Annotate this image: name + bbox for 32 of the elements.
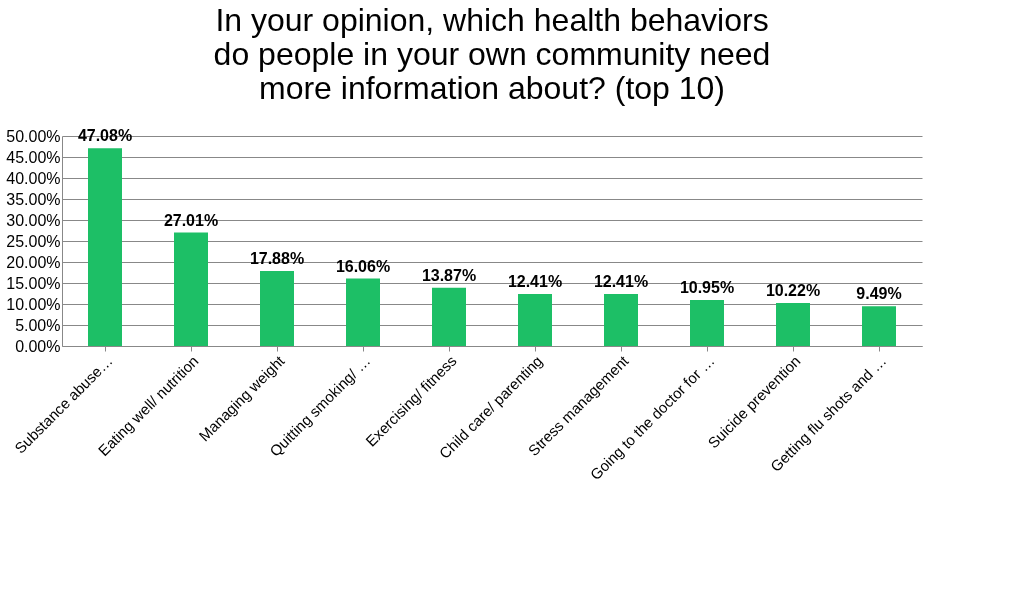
y-tick-label: 30.00% xyxy=(6,211,61,229)
y-tick-label: 45.00% xyxy=(6,148,61,166)
data-label: 10.95% xyxy=(679,279,735,297)
bar xyxy=(432,287,466,346)
bar xyxy=(604,293,638,346)
data-label: 9.49% xyxy=(856,285,902,303)
data-label: 16.06% xyxy=(335,257,391,275)
data-label: 10.22% xyxy=(765,282,821,300)
y-tick-label: 5.00% xyxy=(15,316,61,334)
bar xyxy=(174,232,208,346)
bar xyxy=(518,293,552,346)
data-label: 13.87% xyxy=(421,266,477,284)
y-tick-label: 10.00% xyxy=(6,295,61,313)
bar xyxy=(862,306,896,346)
data-label: 27.01% xyxy=(163,211,219,229)
y-tick-label: 0.00% xyxy=(15,337,61,355)
bar xyxy=(346,278,380,346)
y-tick-label: 15.00% xyxy=(6,274,61,292)
bar xyxy=(260,270,294,346)
data-label: 47.08% xyxy=(77,127,133,145)
data-label: 17.88% xyxy=(249,249,305,267)
bar xyxy=(690,300,724,346)
text: In your opinion, which health behaviors xyxy=(215,2,769,38)
bar xyxy=(88,148,122,346)
y-tick-label: 35.00% xyxy=(6,190,61,208)
bar xyxy=(776,303,810,346)
data-label: 12.41% xyxy=(507,272,563,290)
data-label: 12.41% xyxy=(593,272,649,290)
y-tick-label: 25.00% xyxy=(6,232,61,250)
y-tick-label: 40.00% xyxy=(6,169,61,187)
y-tick-label: 50.00% xyxy=(6,127,61,145)
y-tick-label: 20.00% xyxy=(6,253,61,271)
